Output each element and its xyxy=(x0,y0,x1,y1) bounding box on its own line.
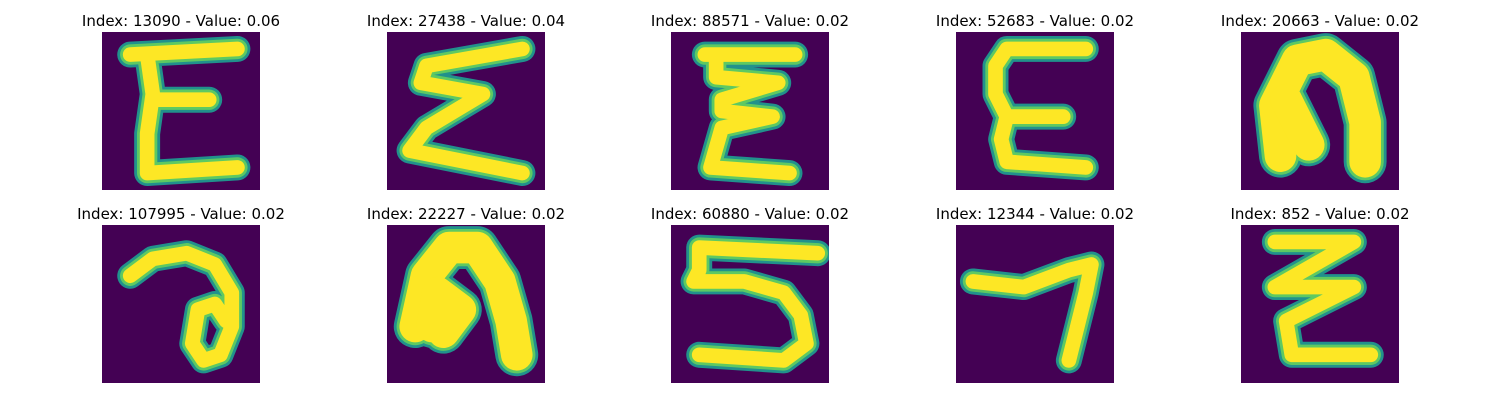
digit-glyph xyxy=(1241,225,1399,383)
digit-image xyxy=(956,225,1114,383)
panel-title: Index: 60880 - Value: 0.02 xyxy=(650,205,850,223)
digit-glyph xyxy=(671,32,829,190)
digit-image xyxy=(102,225,260,383)
panel-title: Index: 13090 - Value: 0.06 xyxy=(81,12,281,30)
digit-glyph xyxy=(102,32,260,190)
panel-title: Index: 27438 - Value: 0.04 xyxy=(366,12,566,30)
digit-image xyxy=(1241,32,1399,190)
image-panel: Index: 107995 - Value: 0.02 xyxy=(31,203,331,393)
digit-glyph xyxy=(1241,32,1399,190)
digit-glyph xyxy=(956,32,1114,190)
image-panel: Index: 60880 - Value: 0.02 xyxy=(600,203,900,393)
digit-image xyxy=(671,225,829,383)
image-panel: Index: 852 - Value: 0.02 xyxy=(1170,203,1470,393)
panel-title: Index: 20663 - Value: 0.02 xyxy=(1220,12,1420,30)
digit-image xyxy=(102,32,260,190)
digit-image xyxy=(387,225,545,383)
digit-image xyxy=(671,32,829,190)
panel-title: Index: 52683 - Value: 0.02 xyxy=(935,12,1135,30)
digit-image xyxy=(1241,225,1399,383)
image-panel: Index: 20663 - Value: 0.02 xyxy=(1170,10,1470,200)
panel-title: Index: 22227 - Value: 0.02 xyxy=(366,205,566,223)
digit-glyph xyxy=(387,32,545,190)
image-panel: Index: 12344 - Value: 0.02 xyxy=(885,203,1185,393)
digit-image xyxy=(387,32,545,190)
panel-title: Index: 107995 - Value: 0.02 xyxy=(77,205,285,223)
digit-glyph xyxy=(102,225,260,383)
digit-glyph xyxy=(387,225,545,383)
image-panel: Index: 13090 - Value: 0.06 xyxy=(31,10,331,200)
digit-glyph xyxy=(671,225,829,383)
image-panel: Index: 88571 - Value: 0.02 xyxy=(600,10,900,200)
digit-glyph xyxy=(956,225,1114,383)
image-panel: Index: 52683 - Value: 0.02 xyxy=(885,10,1185,200)
digit-image xyxy=(956,32,1114,190)
image-panel: Index: 27438 - Value: 0.04 xyxy=(316,10,616,200)
image-panel: Index: 22227 - Value: 0.02 xyxy=(316,203,616,393)
panel-title: Index: 12344 - Value: 0.02 xyxy=(935,205,1135,223)
panel-title: Index: 88571 - Value: 0.02 xyxy=(650,12,850,30)
panel-title: Index: 852 - Value: 0.02 xyxy=(1230,205,1410,223)
